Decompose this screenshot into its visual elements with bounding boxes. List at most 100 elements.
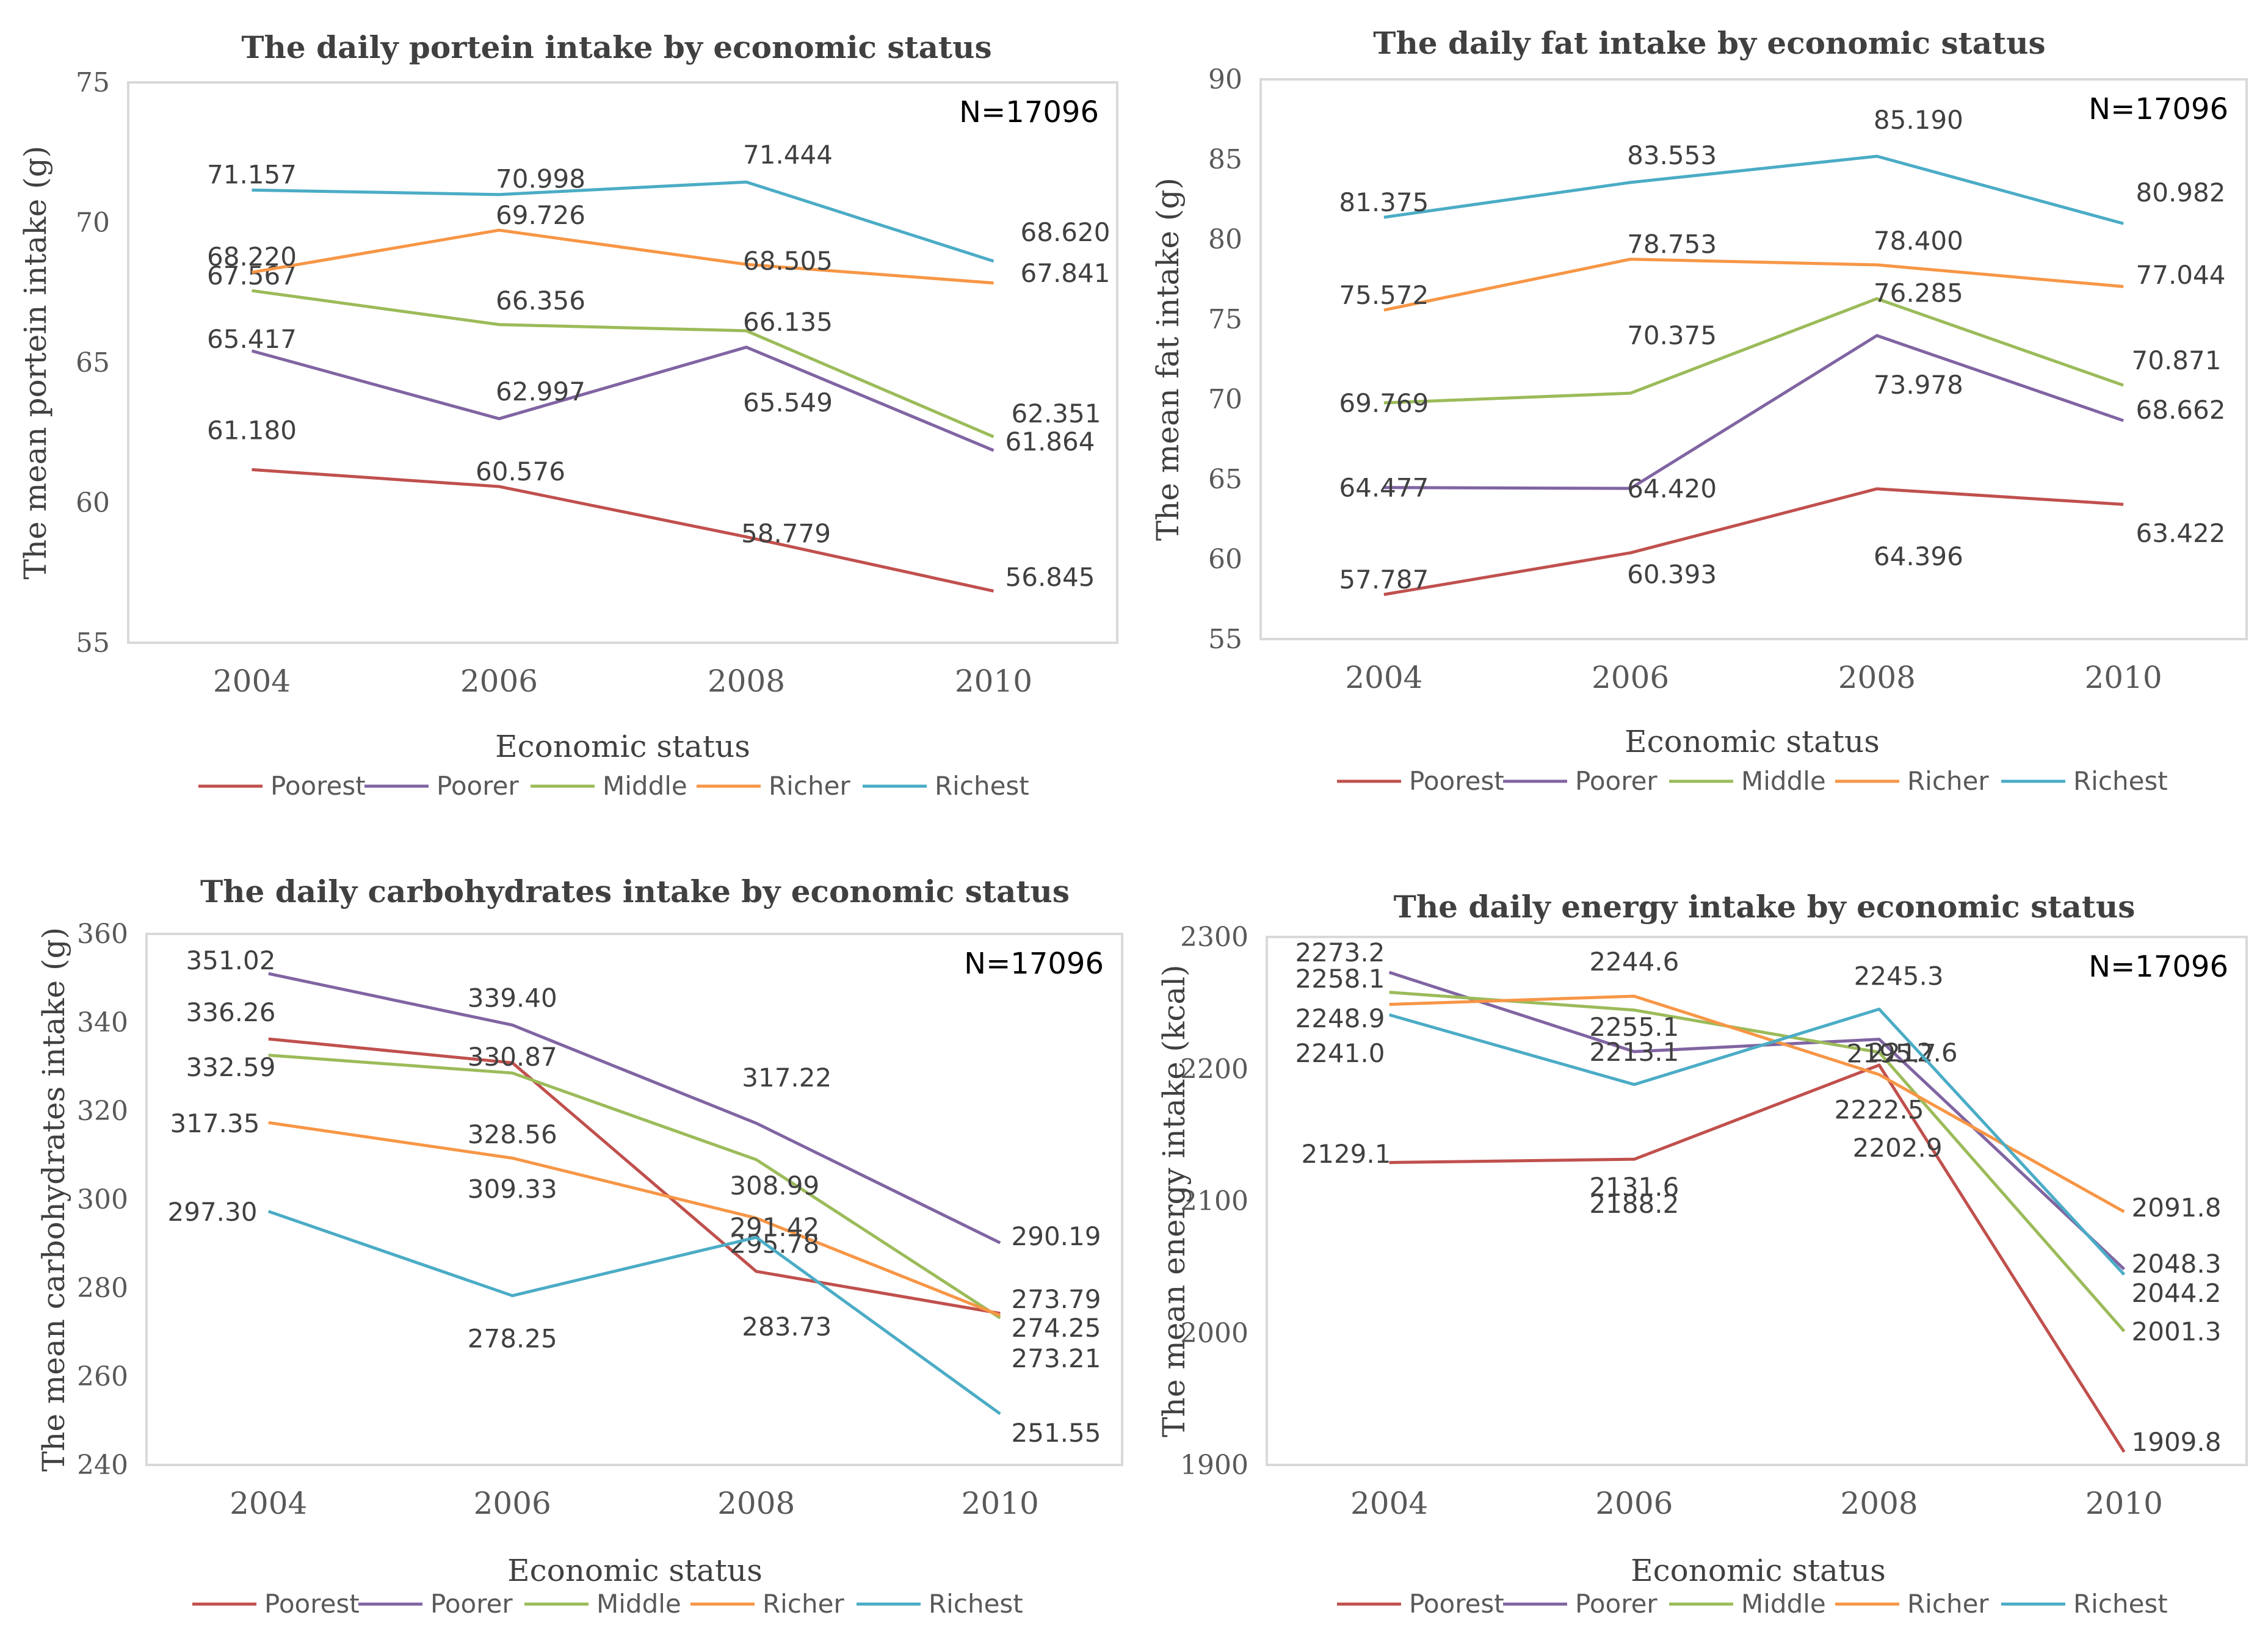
legend-item-poorest: Poorest [1337, 1589, 1504, 1619]
x-axis-label: Economic status [507, 1553, 763, 1588]
data-label: 2244.6 [1589, 947, 1679, 977]
data-label: 77.044 [2136, 260, 2226, 290]
data-label: 68.220 [207, 242, 297, 272]
data-label: 71.157 [207, 159, 297, 189]
legend-label: Poorer [1575, 1589, 1658, 1619]
y-tick-label: 240 [77, 1450, 128, 1481]
data-label: 2202.9 [1853, 1133, 1943, 1163]
legend-label: Middle [596, 1589, 681, 1619]
chart-title: The daily energy intake by economic stat… [1394, 889, 2136, 925]
y-tick-label: 55 [76, 627, 110, 659]
legend-label: Richest [929, 1589, 1023, 1619]
legend-item-poorer: Poorer [1503, 766, 1658, 796]
data-label: 274.25 [1012, 1313, 1101, 1343]
legend-item-richest: Richest [857, 1589, 1023, 1619]
data-label: 2258.1 [1295, 964, 1385, 994]
series-line-richer [1383, 258, 2124, 312]
data-label: 283.73 [742, 1312, 831, 1342]
legend-item-richest: Richest [2001, 766, 2168, 796]
data-label: 68.620 [1021, 217, 1110, 247]
data-label: 56.845 [1005, 562, 1095, 592]
data-label: 83.553 [1627, 140, 1717, 170]
legend-item-middle: Middle [1669, 1589, 1826, 1619]
data-label: 291.42 [730, 1212, 819, 1242]
legend-item-richer: Richer [1835, 766, 1989, 796]
plot-area [127, 81, 1118, 644]
legend-item-richer: Richer [1835, 1589, 1989, 1619]
plot-area [1259, 78, 2248, 640]
legend-item-richest: Richest [2001, 1589, 2168, 1619]
y-tick-label: 65 [76, 347, 110, 378]
y-tick-label: 2200 [1180, 1054, 1248, 1085]
data-label: 66.135 [743, 307, 833, 337]
x-tick-label: 2006 [474, 1486, 551, 1521]
data-label: 70.871 [2132, 345, 2222, 375]
series-line-poorest [1383, 487, 2124, 596]
legend-label: Richer [1907, 1589, 1989, 1619]
series-line-middle [1383, 297, 2124, 405]
legend-label: Richest [2073, 1589, 2168, 1619]
x-tick-label: 2004 [1345, 660, 1422, 695]
legend-label: Poorest [270, 771, 366, 801]
y-axis-label: The mean carbohydrates intake (g) [36, 927, 71, 1472]
chart-2: The daily fat intake by economic status 5… [1150, 25, 2248, 796]
legend-label: Poorest [264, 1589, 360, 1619]
data-label: 60.393 [1627, 560, 1717, 590]
legend-item-poorer: Poorer [1503, 1589, 1658, 1619]
y-tick-label: 2000 [1180, 1318, 1248, 1349]
data-label: 2188.2 [1589, 1189, 1679, 1219]
x-tick-label: 2010 [2085, 660, 2162, 695]
data-label: 2001.3 [2132, 1317, 2222, 1347]
legend-item-middle: Middle [524, 1589, 681, 1619]
series-line-middle [252, 289, 995, 438]
data-label: 61.180 [207, 415, 297, 445]
data-label: 78.400 [1874, 226, 1963, 256]
data-label: 76.285 [1874, 278, 1963, 308]
y-tick-label: 260 [77, 1361, 128, 1392]
data-label: 1909.8 [2132, 1427, 2222, 1457]
x-tick-label: 2006 [1595, 1486, 1673, 1521]
data-label: 2245.3 [1854, 961, 1944, 991]
series-line-richest [252, 180, 995, 263]
legend-label: Richest [2073, 766, 2168, 796]
data-label: 2255.1 [1589, 1012, 1679, 1042]
x-axis-label: Economic status [1631, 1553, 1886, 1588]
data-label: 317.35 [170, 1108, 260, 1138]
plot-area [145, 933, 1123, 1466]
x-tick-label: 2008 [717, 1486, 795, 1521]
series-line-richest [1383, 154, 2124, 225]
data-label: 62.997 [496, 377, 585, 407]
chart-3: The daily carbohydrates intake by econom… [36, 873, 1123, 1619]
series-line-poorer [268, 972, 1001, 1245]
sample-size-note: N=17096 [2089, 92, 2228, 126]
y-tick-label: 300 [77, 1184, 128, 1215]
data-label: 2044.2 [2132, 1278, 2222, 1308]
y-tick-label: 1900 [1180, 1450, 1248, 1481]
data-label: 273.21 [1012, 1343, 1101, 1373]
data-label: 251.55 [1012, 1418, 1101, 1448]
y-tick-label: 340 [77, 1007, 128, 1038]
data-label: 308.99 [730, 1171, 819, 1201]
data-label: 64.477 [1339, 473, 1429, 503]
sample-size-note: N=17096 [964, 947, 1104, 981]
series-line-richer [268, 1121, 1001, 1317]
x-tick-label: 2004 [213, 663, 291, 699]
y-tick-label: 280 [77, 1273, 128, 1304]
data-label: 2091.8 [2132, 1193, 2222, 1223]
data-label: 81.375 [1339, 187, 1429, 217]
legend-label: Poorest [1409, 766, 1504, 796]
y-axis-label: The mean fat intake (g) [1150, 178, 1186, 541]
legend-item-richer: Richer [697, 771, 850, 801]
legend-item-poorer: Poorer [358, 1589, 513, 1619]
y-tick-label: 320 [77, 1096, 128, 1127]
series-line-poorer [251, 345, 995, 452]
y-tick-label: 85 [1208, 144, 1242, 175]
legend-label: Poorer [437, 771, 519, 801]
chart-title: The daily fat intake by economic status [1373, 25, 2045, 61]
data-label: 80.982 [2136, 178, 2226, 208]
x-tick-label: 2008 [708, 663, 785, 699]
data-label: 328.56 [468, 1119, 557, 1149]
data-label: 330.87 [468, 1042, 557, 1072]
y-tick-label: 70 [1208, 384, 1242, 415]
data-label: 297.30 [168, 1197, 258, 1227]
